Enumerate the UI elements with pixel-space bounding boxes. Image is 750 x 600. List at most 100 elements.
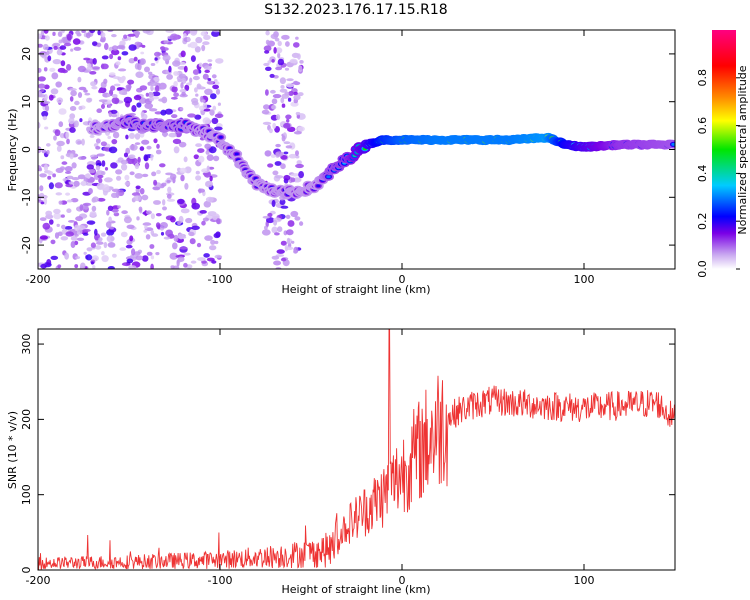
chart-title: S132.2023.176.17.15.R18 <box>264 2 447 18</box>
noise-speckle <box>58 121 64 128</box>
noise-speckle <box>125 147 131 155</box>
noise-speckle <box>202 102 208 110</box>
noise-speckle <box>99 88 105 93</box>
noise-speckle <box>104 101 112 105</box>
noise-speckle <box>270 154 277 158</box>
noise-speckle <box>281 103 286 108</box>
noise-speckle <box>206 154 214 162</box>
noise-speckle <box>66 64 72 71</box>
noise-speckle <box>271 226 278 234</box>
noise-speckle <box>58 200 63 205</box>
noise-speckle <box>148 71 153 75</box>
noise-speckle <box>106 93 111 98</box>
noise-speckle <box>131 192 141 197</box>
noise-speckle <box>56 140 65 147</box>
noise-speckle <box>160 47 169 51</box>
noise-speckle <box>206 165 210 172</box>
noise-speckle <box>183 262 188 268</box>
noise-speckle <box>201 260 207 264</box>
noise-speckle <box>52 59 62 65</box>
noise-speckle <box>128 265 137 269</box>
noise-speckle <box>272 94 282 99</box>
noise-speckle <box>38 33 42 40</box>
noise-speckle <box>86 220 96 225</box>
noise-speckle <box>154 57 158 61</box>
noise-speckle <box>104 167 109 171</box>
noise-speckle <box>277 226 283 233</box>
noise-speckle <box>178 236 187 239</box>
colorbar-tick-label: 0.2 <box>696 212 709 230</box>
noise-speckle <box>297 53 301 60</box>
noise-speckle <box>159 222 168 229</box>
noise-speckle <box>197 257 206 262</box>
noise-speckle <box>293 249 298 254</box>
noise-speckle <box>296 160 302 165</box>
snr-series <box>38 329 675 570</box>
noise-speckle <box>184 84 190 92</box>
noise-speckle <box>146 251 153 256</box>
noise-speckle <box>173 81 178 87</box>
noise-speckle <box>44 126 49 130</box>
noise-speckle <box>99 38 106 43</box>
noise-speckle <box>110 109 118 114</box>
noise-speckle <box>73 180 80 187</box>
noise-speckle <box>265 39 270 45</box>
noise-speckle <box>69 106 77 111</box>
noise-speckle <box>273 47 277 54</box>
noise-speckle <box>96 42 102 48</box>
noise-speckle <box>141 139 150 145</box>
noise-speckle <box>38 83 46 89</box>
noise-speckle <box>156 169 161 175</box>
noise-speckle <box>52 31 56 36</box>
noise-speckle <box>69 113 76 120</box>
noise-speckle <box>127 33 136 37</box>
noise-speckle <box>116 45 125 50</box>
noise-speckle <box>82 228 91 232</box>
noise-speckle <box>56 223 60 227</box>
noise-speckle <box>267 163 274 168</box>
noise-speckle <box>265 30 270 36</box>
noise-speckle <box>61 224 66 230</box>
noise-speckle <box>145 210 152 215</box>
noise-speckle <box>277 52 281 59</box>
noise-speckle <box>56 145 62 152</box>
noise-speckle <box>193 154 199 160</box>
noise-speckle <box>171 86 178 93</box>
noise-speckle <box>285 145 293 149</box>
noise-speckle <box>46 259 52 266</box>
noise-speckle <box>42 222 51 230</box>
noise-speckle <box>118 68 127 72</box>
noise-speckle <box>59 45 67 50</box>
noise-speckle <box>77 156 87 161</box>
noise-speckle <box>53 208 61 214</box>
noise-speckle <box>286 237 291 245</box>
noise-speckle <box>216 218 221 225</box>
noise-speckle <box>121 163 128 171</box>
noise-speckle <box>111 45 119 51</box>
noise-speckle <box>195 93 199 97</box>
noise-speckle <box>75 256 81 260</box>
noise-speckle <box>111 188 121 193</box>
noise-speckle <box>160 109 167 116</box>
noise-speckle <box>271 59 275 63</box>
noise-speckle <box>186 82 193 86</box>
snr-x-axis-label: Height of straight line (km) <box>281 583 430 596</box>
noise-speckle <box>95 245 102 250</box>
noise-speckle <box>111 139 118 145</box>
y-tick-label: 200 <box>20 409 33 430</box>
noise-speckle <box>129 235 134 242</box>
noise-speckle <box>46 150 50 155</box>
noise-speckle <box>111 192 118 198</box>
noise-speckle <box>214 126 223 131</box>
noise-speckle <box>214 113 224 119</box>
noise-speckle <box>125 134 129 140</box>
noise-speckle <box>101 104 105 109</box>
noise-speckle <box>140 111 145 117</box>
noise-speckle <box>102 147 109 151</box>
noise-speckle <box>71 177 80 181</box>
noise-speckle <box>149 82 158 86</box>
noise-speckle <box>162 206 167 211</box>
noise-speckle <box>153 76 160 82</box>
noise-speckle <box>121 210 128 215</box>
noise-speckle <box>162 132 168 138</box>
